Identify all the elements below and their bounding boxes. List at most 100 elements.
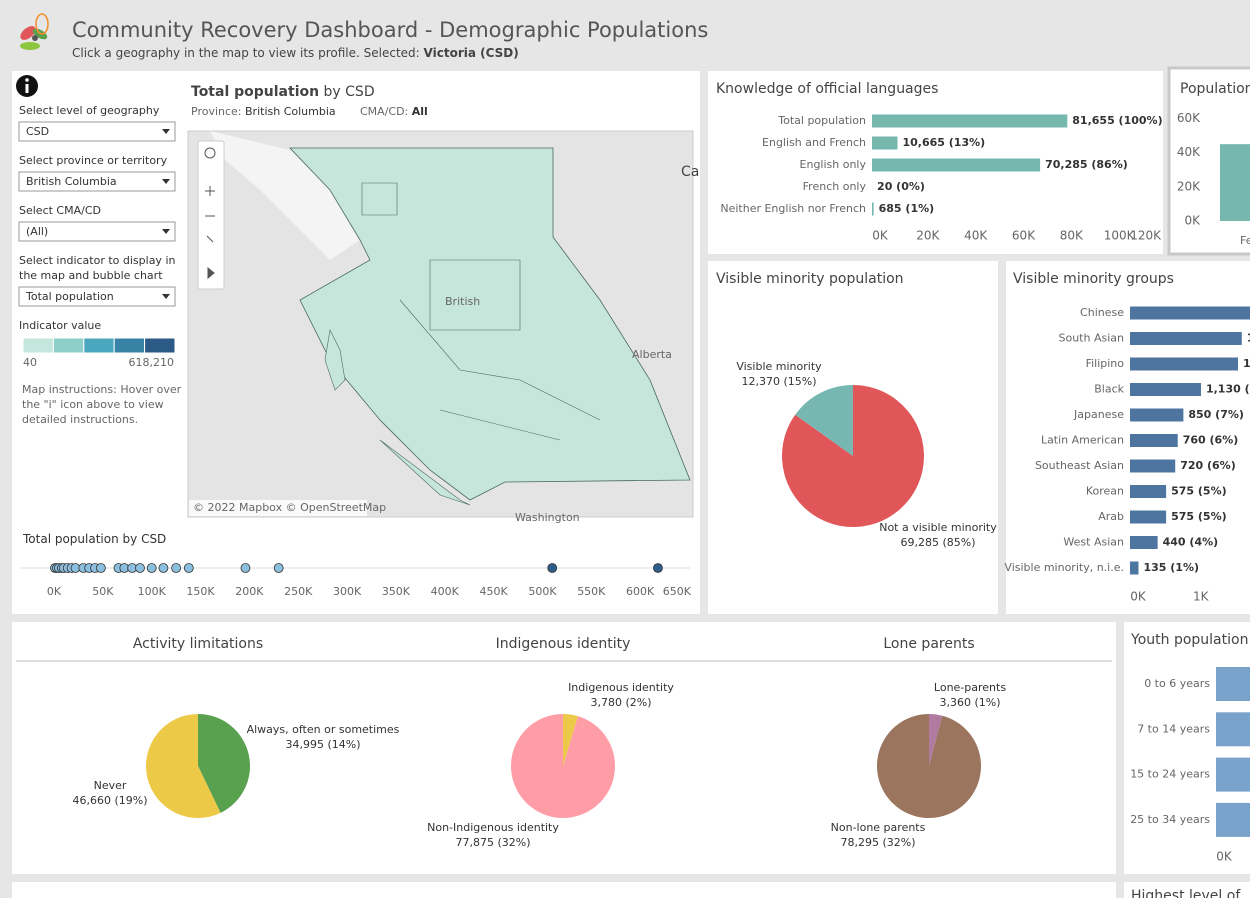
selected: Victoria (CSD) [424,46,519,60]
pie-slice[interactable] [511,714,616,819]
chart-title: Visible minority groups [1013,271,1174,287]
dropdown[interactable] [18,171,176,192]
pie-slice[interactable] [563,714,578,766]
value-label: 135 (1%) [1143,561,1199,574]
pie-slice[interactable] [795,384,853,456]
dropdown-value: British Columbia [26,175,117,188]
slice-name: Lone-parents [934,681,1006,694]
slice-value: 3,360 (1%) [939,696,1000,709]
x-tick-label: 0K [1216,850,1233,864]
province-label: Province: [191,105,242,118]
bar[interactable] [1130,459,1176,473]
x-tick-label: 40K [964,229,988,243]
y-tick-label: 20K [1177,179,1201,193]
bar[interactable] [1130,357,1239,371]
bar[interactable] [1216,712,1250,747]
value-label: 575 (5%) [1171,510,1227,523]
value-label: 1,720 (14%) [1243,357,1250,370]
bar[interactable] [1216,667,1250,701]
legend-swatch [22,337,54,354]
bubble[interactable] [95,563,106,573]
place-label: Ca [681,164,699,180]
bar[interactable] [1216,757,1250,792]
slice-value: 34,995 (14%) [285,738,360,751]
bar[interactable] [1220,144,1250,221]
category-label: Japanese [1073,408,1124,421]
category-label: Korean [1086,485,1124,498]
bubble[interactable] [183,563,194,573]
category-label: Chinese [1080,306,1124,319]
x-tick-label: 120K [1130,229,1162,243]
bubble[interactable] [146,563,157,573]
info-icon[interactable] [16,75,38,97]
map[interactable] [187,130,694,518]
bar[interactable] [1130,332,1242,345]
dropdown[interactable] [18,121,176,142]
category-label: French only [803,180,867,193]
x-tick-label: Fe [1240,234,1250,247]
bubble[interactable] [171,563,182,573]
cma-value: All [412,105,428,118]
bubble[interactable] [273,563,284,573]
bubble[interactable] [135,563,145,573]
bubble[interactable] [547,563,558,573]
bubble[interactable] [158,563,169,573]
x-tick-label: 400K [431,585,460,598]
bar[interactable] [872,114,1068,128]
bar[interactable] [1130,536,1158,549]
bar[interactable] [1130,485,1167,498]
filter-label: Select CMA/CD [19,204,101,217]
x-tick-label: 50K [92,585,114,598]
bar[interactable] [872,202,874,216]
x-tick-label: 450K [480,585,509,598]
bubble[interactable] [653,563,663,573]
dropdown-arrow [162,129,170,134]
category-label: 25 to 34 years [1130,813,1210,826]
bubble-title: Total population by CSD [22,532,166,546]
pie-slice[interactable] [929,714,943,766]
slice-value: 78,295 (32%) [840,836,915,849]
place-label: British [445,295,480,308]
y-tick-label: 40K [1177,145,1201,159]
map-toolbar[interactable] [197,140,225,290]
bar[interactable] [1130,434,1178,447]
bar[interactable] [1130,306,1250,320]
category-label: English and French [762,136,866,149]
bar[interactable] [1130,561,1139,575]
slice-name: Not a visible minority [879,521,997,534]
category-label: South Asian [1059,332,1125,345]
pie-slice[interactable] [145,714,221,819]
category-label: Visible minority, n.i.e. [1004,561,1124,574]
cma: CMA/CD: All [360,105,428,118]
value-label: 70,285 (86%) [1045,158,1128,171]
filter-label: the map and bubble chart [19,269,163,282]
slice-name: Non-lone parents [831,821,926,834]
bar[interactable] [1130,383,1201,396]
legend-swatch [83,337,115,354]
pie-slice[interactable] [877,714,982,819]
panel [1006,261,1250,614]
category-label: West Asian [1063,536,1124,549]
value-label: 575 (5%) [1171,485,1227,498]
category-label: Filipino [1086,357,1125,370]
bar[interactable] [1130,510,1167,524]
panel [12,882,1116,898]
subtitle-text: Click a geography in the map to view its… [72,46,420,60]
bubble[interactable] [240,563,251,573]
bar[interactable] [872,136,898,150]
bar[interactable] [1216,802,1250,837]
bar[interactable] [1130,408,1184,422]
map-title-bold: Total population [191,84,319,100]
slice-name: Non-Indigenous identity [427,821,559,834]
category-label: Black [1094,383,1124,396]
dropdown[interactable] [18,286,176,307]
x-tick-label: 350K [382,585,411,598]
chart-title: Activity limitations [133,636,263,652]
dropdown[interactable] [18,221,176,242]
map-title: Total population by CSD Province: Britis… [191,84,699,524]
x-tick-label: 20K [916,229,940,243]
chart-title: Lone parents [883,636,974,652]
bar[interactable] [872,158,1041,172]
pie-slice[interactable] [198,714,250,813]
